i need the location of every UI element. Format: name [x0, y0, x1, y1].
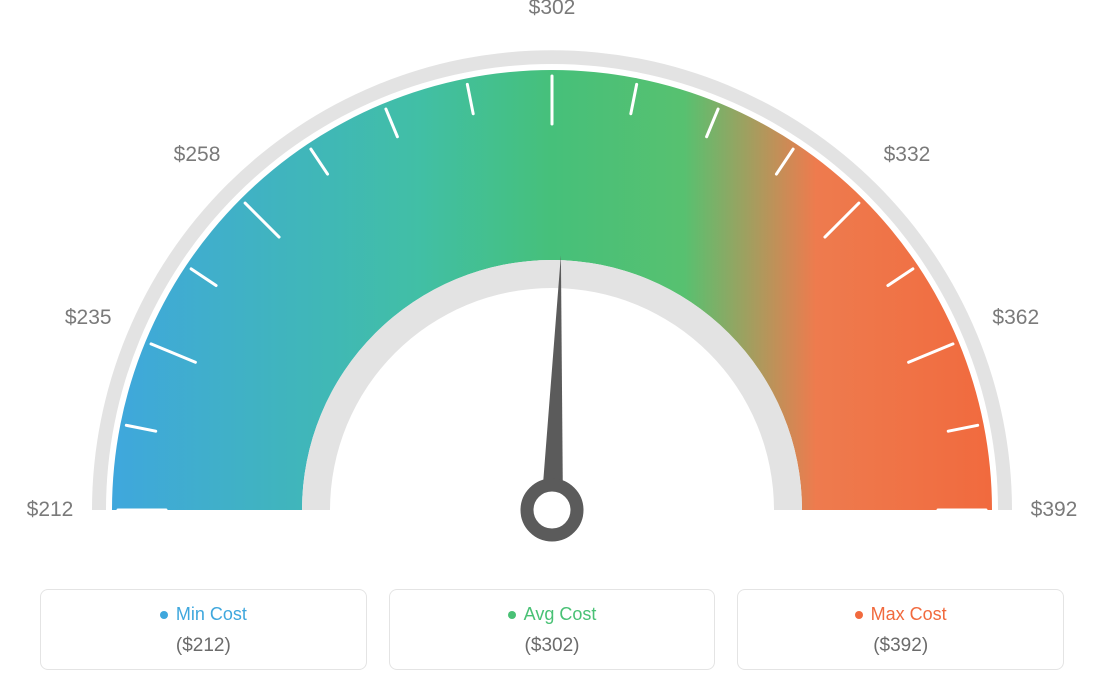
legend-dot-min — [160, 611, 168, 619]
gauge-tick-label: $235 — [65, 306, 112, 330]
gauge-svg — [0, 0, 1104, 570]
legend-dot-avg — [508, 611, 516, 619]
legend-label-min: Min Cost — [176, 604, 247, 625]
legend-value-max: ($392) — [748, 635, 1053, 657]
gauge-tick-label: $212 — [27, 498, 74, 522]
legend-row: Min Cost ($212) Avg Cost ($302) Max Cost… — [40, 589, 1064, 670]
gauge-tick-label: $392 — [1031, 498, 1078, 522]
gauge-tick-label: $302 — [529, 0, 576, 20]
gauge-tick-label: $332 — [884, 143, 931, 167]
gauge-chart-container: $212 $235 $258 $302 $332 $362 $392 Min Cost ($… — [0, 0, 1104, 690]
gauge-area: $212 $235 $258 $302 $332 $362 $392 — [0, 0, 1104, 570]
legend-title-min: Min Cost — [160, 604, 247, 625]
legend-label-avg: Avg Cost — [524, 604, 597, 625]
legend-dot-max — [855, 611, 863, 619]
legend-title-avg: Avg Cost — [508, 604, 597, 625]
legend-label-max: Max Cost — [871, 604, 947, 625]
legend-title-max: Max Cost — [855, 604, 947, 625]
legend-card-min: Min Cost ($212) — [40, 589, 367, 670]
gauge-tick-label: $362 — [992, 306, 1039, 330]
legend-value-min: ($212) — [51, 635, 356, 657]
gauge-tick-label: $258 — [174, 143, 221, 167]
legend-value-avg: ($302) — [400, 635, 705, 657]
legend-card-max: Max Cost ($392) — [737, 589, 1064, 670]
legend-card-avg: Avg Cost ($302) — [389, 589, 716, 670]
